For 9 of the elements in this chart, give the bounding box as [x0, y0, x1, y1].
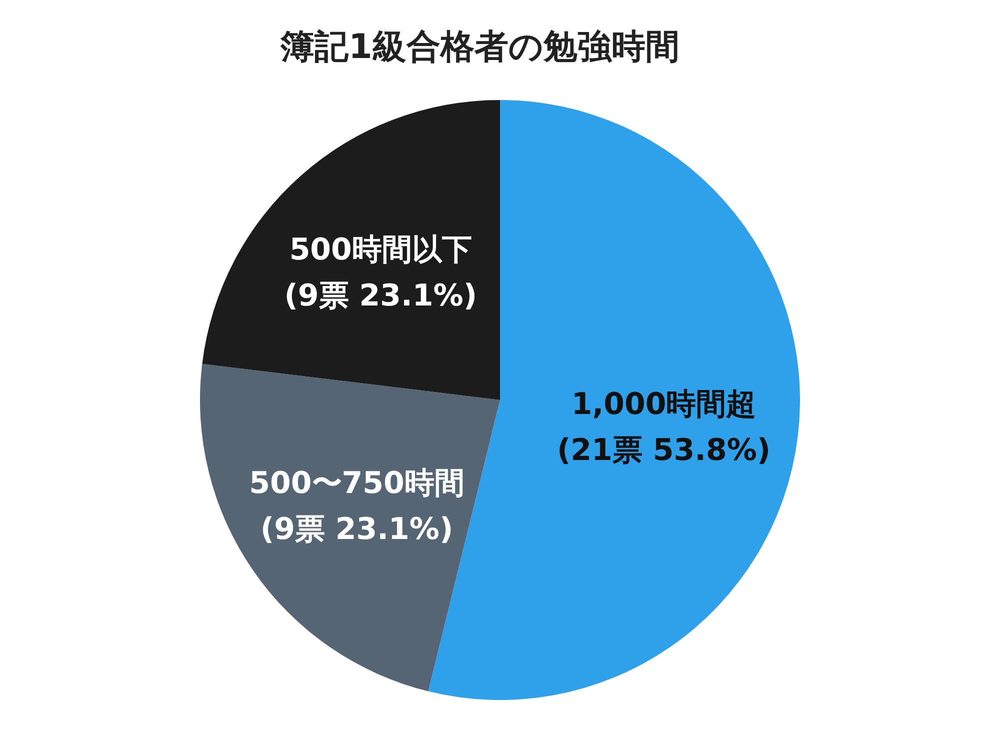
slice-label: 500時間以下	[289, 232, 472, 268]
pie-slice	[202, 100, 500, 400]
slice-label: 500〜750時間	[249, 466, 464, 501]
chart-title: 簿記1級合格者の勉強時間	[280, 27, 680, 67]
slice-label: 1,000時間超	[571, 386, 756, 422]
data-label: (9票 23.1%)	[260, 512, 454, 547]
pie-slice	[200, 364, 500, 692]
data-label: (21票 53.8%)	[556, 432, 771, 468]
data-label: (9票 23.1%)	[284, 278, 478, 314]
